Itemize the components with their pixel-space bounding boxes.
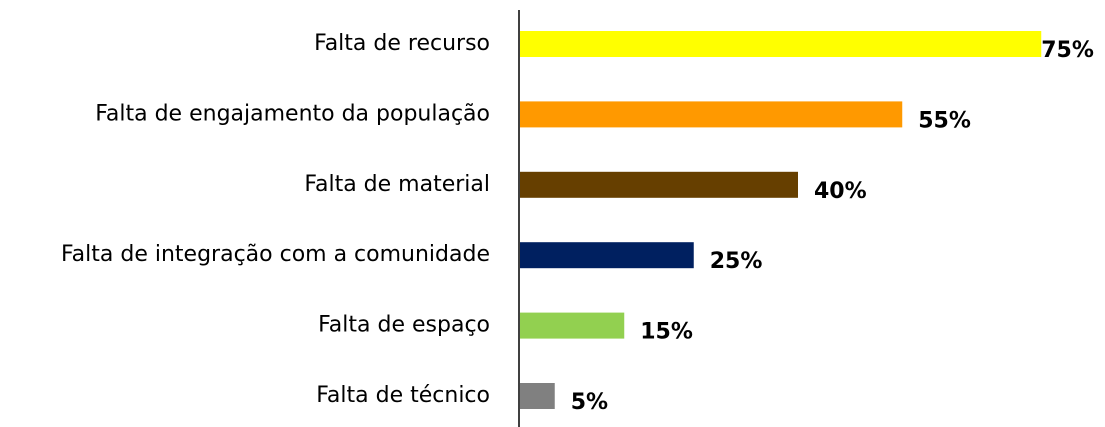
bar <box>520 101 903 128</box>
value-label: 75% <box>1041 38 1094 63</box>
bar <box>520 242 694 269</box>
category-label: Falta de engajamento da população <box>95 101 490 126</box>
category-label: Falta de integração com a comunidade <box>61 242 490 267</box>
bar <box>520 312 625 339</box>
value-label: 5% <box>571 390 608 415</box>
category-label: Falta de recurso <box>314 31 490 56</box>
value-label: 25% <box>710 249 763 274</box>
category-label: Falta de material <box>304 172 490 197</box>
category-label: Falta de técnico <box>316 383 490 408</box>
category-label: Falta de espaço <box>318 313 490 338</box>
bar <box>520 383 555 409</box>
bar <box>520 171 798 198</box>
value-label: 40% <box>814 179 867 204</box>
value-label: 15% <box>640 320 693 345</box>
value-label: 55% <box>918 108 971 133</box>
bar <box>520 31 1042 57</box>
